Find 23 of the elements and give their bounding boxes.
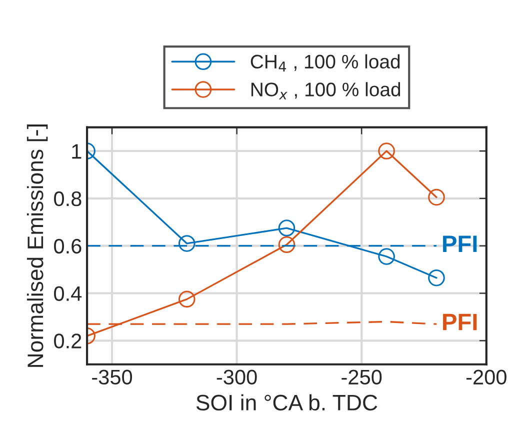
y-tick-label: 0.6 [54,238,82,254]
y-tick-label: 1 [72,144,82,159]
x-tick-label: -350 [92,370,132,385]
point [378,248,395,265]
point [178,290,196,308]
legend-label: NO$_{x}$ , 100 % load [251,82,400,100]
series-label: PFI [443,314,477,330]
point [278,220,296,236]
y-tick-label: 0.4 [54,286,82,302]
point [378,142,395,160]
point [178,235,196,252]
y-tick-label: 0.2 [54,334,82,348]
x-tick-label: -200 [466,370,506,385]
point [428,188,445,206]
legend-label: CH$_{4}$ , 100 % load [250,54,400,72]
y-tick-label: 0.8 [54,191,82,206]
x-axis-title: SOI in °CA b. TDC [196,394,378,411]
y-axis-title: Normalised Emissions [-] [26,124,48,367]
series-label: PFI [443,236,477,252]
point [278,236,296,254]
x-tick-label: -250 [342,370,382,385]
x-tick-label: -300 [216,370,257,385]
point [428,269,445,286]
